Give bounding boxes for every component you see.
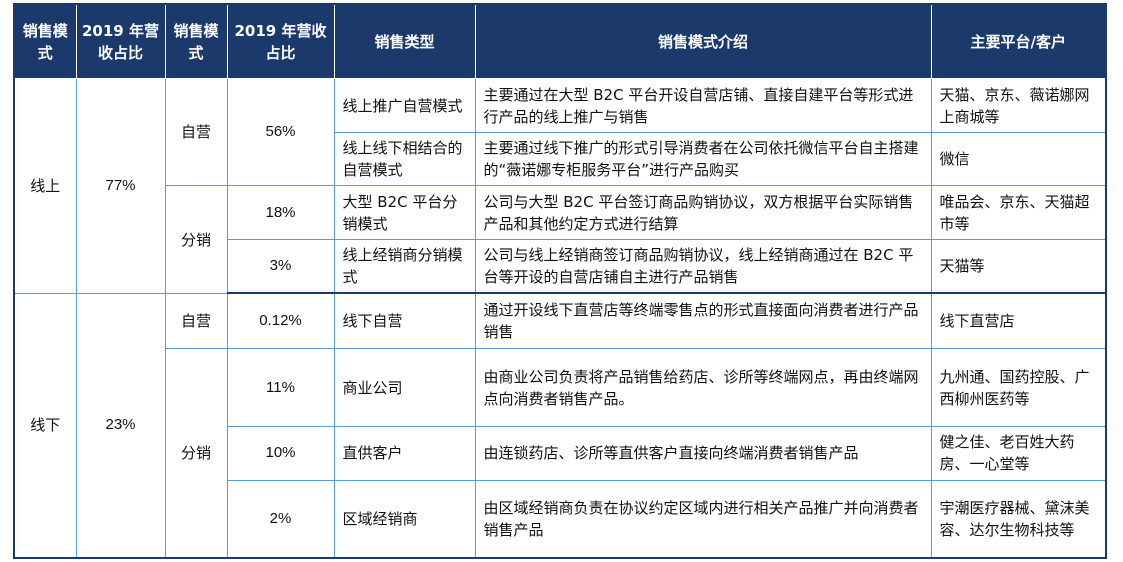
table-header-row: 销售模式 2019 年营收占比 销售模式 2019 年营收占比 销售类型 销售模… [13, 3, 1107, 80]
mode-share-cell: 10% [226, 426, 335, 481]
mode-share-cell: 0.12% [226, 292, 335, 350]
channel-cell: 线下 [13, 292, 77, 559]
sales-type-cell: 大型 B2C 平台分销模式 [333, 185, 476, 241]
header-channel: 销售模式 [13, 3, 77, 80]
header-platform: 主要平台/客户 [930, 3, 1107, 80]
platform-cell: 天猫等 [930, 239, 1107, 295]
mode-share-cell: 56% [226, 78, 335, 187]
sales-type-cell: 商业公司 [333, 348, 476, 428]
channel-cell: 线上 [13, 78, 77, 294]
intro-cell: 公司与大型 B2C 平台签订商品购销协议，双方根据平台实际销售产品和其他约定方式… [474, 185, 932, 241]
mode-share-cell: 2% [226, 479, 335, 559]
sales-type-cell: 区域经销商 [333, 479, 476, 559]
mode-cell: 分销 [164, 348, 228, 559]
platform-cell: 微信 [930, 131, 1107, 187]
sales-type-cell: 线上经销商分销模式 [333, 239, 476, 295]
table-row: 线下 23% 自营 0.12% 线下自营 通过开设线下直营店等终端零售点的形式直… [13, 292, 1107, 559]
sales-model-table: 销售模式 2019 年营收占比 销售模式 2019 年营收占比 销售类型 销售模… [13, 3, 1107, 559]
mode-share-cell: 11% [226, 348, 335, 428]
sales-type-cell: 直供客户 [333, 426, 476, 481]
mode-share-cell: 3% [226, 239, 335, 295]
table-row: 线上 77% 自营 56% 线上推广自营模式 主要通过在大型 B2C 平台开设自… [13, 78, 1107, 294]
table-row: 分销 11% 商业公司 由商业公司负责将产品销售给药店、诊所等终端网点，再由终端… [14, 348, 1107, 559]
header-sales-type: 销售类型 [333, 3, 476, 80]
intro-cell: 由连锁药店、诊所等直供客户直接向终端消费者销售产品 [474, 426, 932, 481]
table-row: 2% 区域经销商 由区域经销商负责在协议约定区域内进行相关产品推广并向消费者销售… [14, 479, 1107, 559]
sales-type-cell: 线上推广自营模式 [333, 78, 476, 133]
table-row: 3% 线上经销商分销模式 公司与线上经销商签订商品购销协议，线上经销商通过在 B… [14, 239, 1107, 295]
sales-type-cell: 线上线下相结合的自营模式 [333, 131, 476, 187]
intro-cell: 主要通过线下推广的形式引导消费者在公司依托微信平台自主搭建的“薇诺娜专柜服务平台… [474, 131, 932, 187]
platform-cell: 天猫、京东、薇诺娜网上商城等 [930, 78, 1107, 133]
mode-cell: 分销 [164, 185, 228, 294]
intro-cell: 通过开设线下直营店等终端零售点的形式直接面向消费者进行产品销售 [474, 292, 932, 350]
platform-cell: 宇潮医疗器械、黛沫美容、达尔生物科技等 [930, 479, 1107, 559]
header-mode-share: 2019 年营收占比 [226, 3, 335, 80]
platform-cell: 唯品会、京东、天猫超市等 [930, 185, 1107, 241]
channel-share-cell: 23% [75, 292, 166, 559]
mode-cell: 自营 [164, 78, 228, 187]
platform-cell: 九州通、国药控股、广西柳州医药等 [930, 348, 1107, 428]
intro-cell: 由区域经销商负责在协议约定区域内进行相关产品推广并向消费者销售产品 [474, 479, 932, 559]
intro-cell: 由商业公司负责将产品销售给药店、诊所等终端网点，再由终端网点向消费者销售产品。 [474, 348, 932, 428]
intro-cell: 主要通过在大型 B2C 平台开设自营店铺、直接自建平台等形式进行产品的线上推广与… [474, 78, 932, 133]
mode-cell: 自营 [164, 292, 228, 350]
header-intro: 销售模式介绍 [474, 3, 932, 80]
header-channel-share: 2019 年营收占比 [75, 3, 166, 80]
table-row: 线上线下相结合的自营模式 主要通过线下推广的形式引导消费者在公司依托微信平台自主… [14, 131, 1107, 187]
mode-share-cell: 18% [226, 185, 335, 241]
table-row: 10% 直供客户 由连锁药店、诊所等直供客户直接向终端消费者销售产品 健之佳、老… [14, 426, 1107, 481]
intro-cell: 公司与线上经销商签订商品购销协议，线上经销商通过在 B2C 平台等开设的自营店铺… [474, 239, 932, 295]
sales-type-cell: 线下自营 [333, 292, 476, 350]
channel-share-cell: 77% [75, 78, 166, 294]
table-row: 分销 18% 大型 B2C 平台分销模式 公司与大型 B2C 平台签订商品购销协… [14, 185, 1107, 294]
platform-cell: 健之佳、老百姓大药房、一心堂等 [930, 426, 1107, 481]
platform-cell: 线下直营店 [930, 292, 1107, 350]
header-mode: 销售模式 [164, 3, 228, 80]
